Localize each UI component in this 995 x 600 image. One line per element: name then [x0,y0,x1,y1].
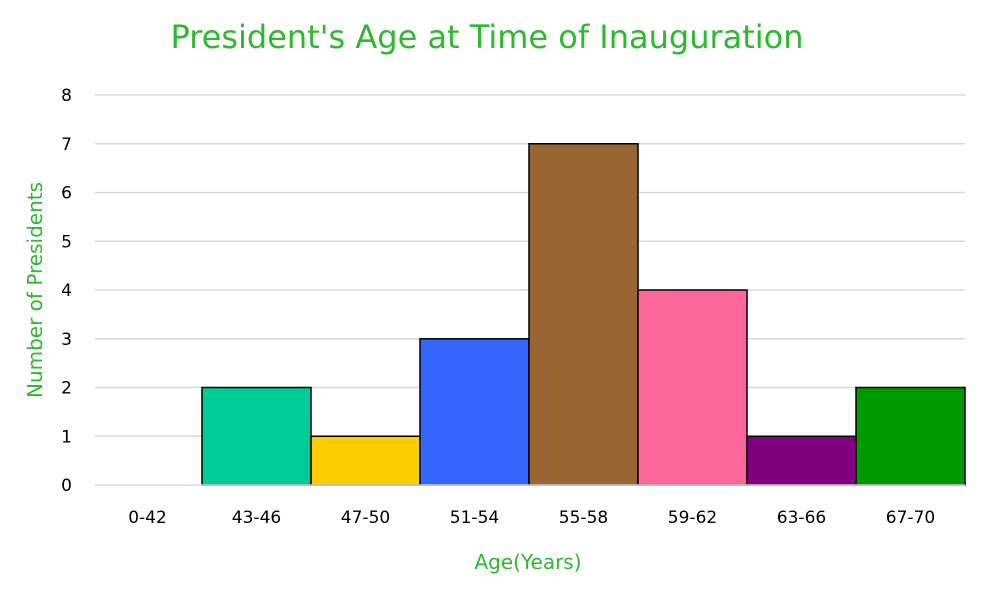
x-tick-label: 43-46 [232,508,281,528]
y-tick-label: 7 [61,135,72,155]
x-tick-label: 0-42 [128,508,167,528]
bar-43-46 [201,386,312,486]
y-tick-label: 1 [61,427,72,447]
bars [201,143,966,486]
x-tick-label: 55-58 [559,508,608,528]
x-tick-label: 67-70 [886,508,935,528]
y-axis-title: Number of Presidents [23,182,47,398]
x-tick-label: 47-50 [341,508,390,528]
bar-63-66 [746,435,857,486]
y-tick-label: 8 [61,86,72,106]
x-tick-label: 51-54 [450,508,499,528]
bar-59-62 [637,289,748,486]
y-tick-label: 4 [61,281,72,301]
y-tick-label: 0 [61,476,72,496]
x-tick-label: 59-62 [668,508,717,528]
y-tick-label: 6 [61,184,72,204]
y-tick-label: 5 [61,232,72,252]
y-tick-label: 2 [61,379,72,399]
chart-title: President's Age at Time of Inauguration [170,18,803,56]
bar-67-70 [855,386,966,486]
bar-55-58 [528,143,639,486]
y-tick-label: 3 [61,330,72,350]
y-axis-ticks: 0 1 2 3 4 5 6 7 8 [61,86,72,496]
bar-51-54 [419,338,530,486]
x-axis-title: Age(Years) [474,550,581,574]
bar-47-50 [310,435,421,486]
x-tick-label: 63-66 [777,508,826,528]
x-axis-ticks: 0-42 43-46 47-50 51-54 55-58 59-62 63-66 67-70 [128,508,935,528]
